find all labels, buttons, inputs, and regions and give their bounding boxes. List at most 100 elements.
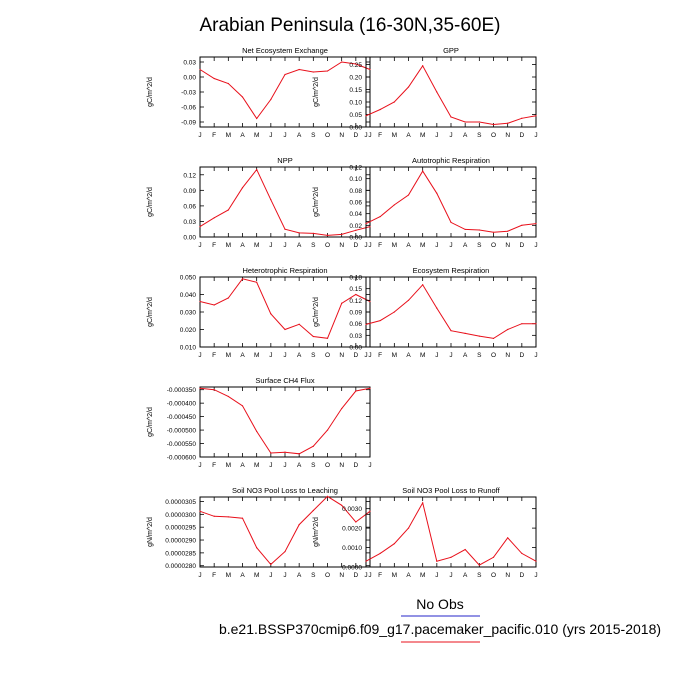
x-tick-label: M xyxy=(226,462,231,469)
data-point xyxy=(535,560,537,562)
x-tick-label: A xyxy=(240,242,245,249)
x-tick-label: O xyxy=(325,132,330,139)
x-tick-label: F xyxy=(378,352,382,359)
data-point xyxy=(507,230,509,232)
x-tick-label: O xyxy=(325,242,330,249)
data-point xyxy=(365,560,367,562)
y-tick-label: 0.18 xyxy=(349,275,362,282)
data-point xyxy=(369,68,371,71)
data-point xyxy=(326,495,329,497)
x-tick-label: A xyxy=(406,242,411,249)
x-tick-label: D xyxy=(353,462,358,469)
data-point xyxy=(298,323,300,325)
panel-title: Heterotrophic Respiration xyxy=(242,266,327,275)
y-tick-label: 0.030 xyxy=(180,310,197,317)
data-point xyxy=(326,337,329,339)
data-point xyxy=(199,68,201,71)
data-point xyxy=(241,517,244,519)
x-tick-label: J xyxy=(435,132,438,139)
data-point xyxy=(393,311,395,313)
panel-1: Net Ecosystem Exchange gC/m^2/d 0.03 0.00 -0… xyxy=(147,46,372,139)
x-tick-label: J xyxy=(368,132,371,139)
data-point xyxy=(312,335,314,338)
x-tick-label: S xyxy=(311,462,316,469)
panel-title: Soil NO3 Pool Loss to Runoff xyxy=(402,486,500,495)
x-tick-label: J xyxy=(534,132,537,139)
x-tick-label: J xyxy=(269,242,272,249)
data-point xyxy=(407,194,410,196)
data-point xyxy=(464,121,466,123)
data-point xyxy=(393,543,395,545)
data-point xyxy=(326,70,329,72)
data-point xyxy=(369,226,371,228)
x-tick-label: A xyxy=(297,242,302,249)
x-tick-label: F xyxy=(378,572,382,579)
data-point xyxy=(227,395,229,398)
data-point xyxy=(284,451,286,453)
y-tick-label: 0.00 xyxy=(349,235,362,242)
x-tick-label: N xyxy=(339,352,344,359)
obs-label: No Obs xyxy=(416,596,463,612)
y-tick-label: 0.00 xyxy=(183,75,196,82)
panel-5: Heterotrophic Respiration gC/m^2/d 0.010 0.… xyxy=(147,266,372,359)
series-line xyxy=(199,168,371,236)
x-tick-label: J xyxy=(364,572,367,579)
y-tick-label: 0.12 xyxy=(183,172,196,179)
data-point xyxy=(535,115,537,117)
data-point xyxy=(213,389,215,391)
y-tick-label: 0.0000280 xyxy=(165,563,196,570)
data-point xyxy=(341,302,343,304)
data-point xyxy=(379,215,381,218)
data-point xyxy=(341,233,343,236)
data-point xyxy=(199,300,201,303)
x-tick-label: F xyxy=(212,462,216,469)
data-point xyxy=(298,524,300,526)
y-tick-label: 0.06 xyxy=(183,203,196,210)
data-point xyxy=(256,168,258,171)
data-point xyxy=(407,527,410,529)
x-tick-label: A xyxy=(463,132,468,139)
data-point xyxy=(450,330,452,332)
x-tick-label: J xyxy=(198,132,201,139)
data-point xyxy=(312,509,314,512)
x-tick-label: J xyxy=(449,572,452,579)
y-tick-label: 0.010 xyxy=(180,345,197,352)
x-tick-label: F xyxy=(212,572,216,579)
data-point xyxy=(270,313,272,315)
x-tick-label: J xyxy=(198,242,201,249)
x-tick-label: J xyxy=(435,352,438,359)
y-tick-label: 0.10 xyxy=(349,100,362,107)
data-point xyxy=(312,71,314,73)
x-tick-label: O xyxy=(325,352,330,359)
y-tick-label: 0.0000300 xyxy=(165,512,196,519)
x-tick-label: N xyxy=(339,462,344,469)
data-point xyxy=(256,281,258,283)
y-tick-label: -0.06 xyxy=(181,105,196,112)
data-point xyxy=(241,96,244,98)
data-point xyxy=(422,170,424,172)
x-tick-label: A xyxy=(240,132,245,139)
x-tick-label: S xyxy=(311,572,316,579)
x-tick-label: J xyxy=(198,352,201,359)
y-tick-label: 0.06 xyxy=(349,321,362,328)
data-point xyxy=(199,226,201,228)
data-point xyxy=(284,73,286,76)
y-tick-label: 0.10 xyxy=(349,176,362,183)
data-point xyxy=(270,98,272,101)
x-tick-label: N xyxy=(339,572,344,579)
data-point xyxy=(422,502,424,504)
x-tick-label: D xyxy=(519,352,524,359)
panel-title: Ecosystem Respiration xyxy=(413,266,490,275)
data-point xyxy=(213,77,215,80)
panel-8: Soil NO3 Pool Loss to Leaching gN/m^2/d 0.… xyxy=(147,486,372,579)
data-point xyxy=(256,430,258,433)
data-point xyxy=(521,323,523,325)
y-tick-label: 0.04 xyxy=(349,211,362,218)
x-tick-label: N xyxy=(505,132,510,139)
x-tick-label: N xyxy=(505,352,510,359)
data-point xyxy=(312,445,314,447)
data-point xyxy=(379,108,381,111)
x-tick-label: M xyxy=(226,242,231,249)
data-point xyxy=(450,556,452,558)
data-point xyxy=(422,284,424,286)
